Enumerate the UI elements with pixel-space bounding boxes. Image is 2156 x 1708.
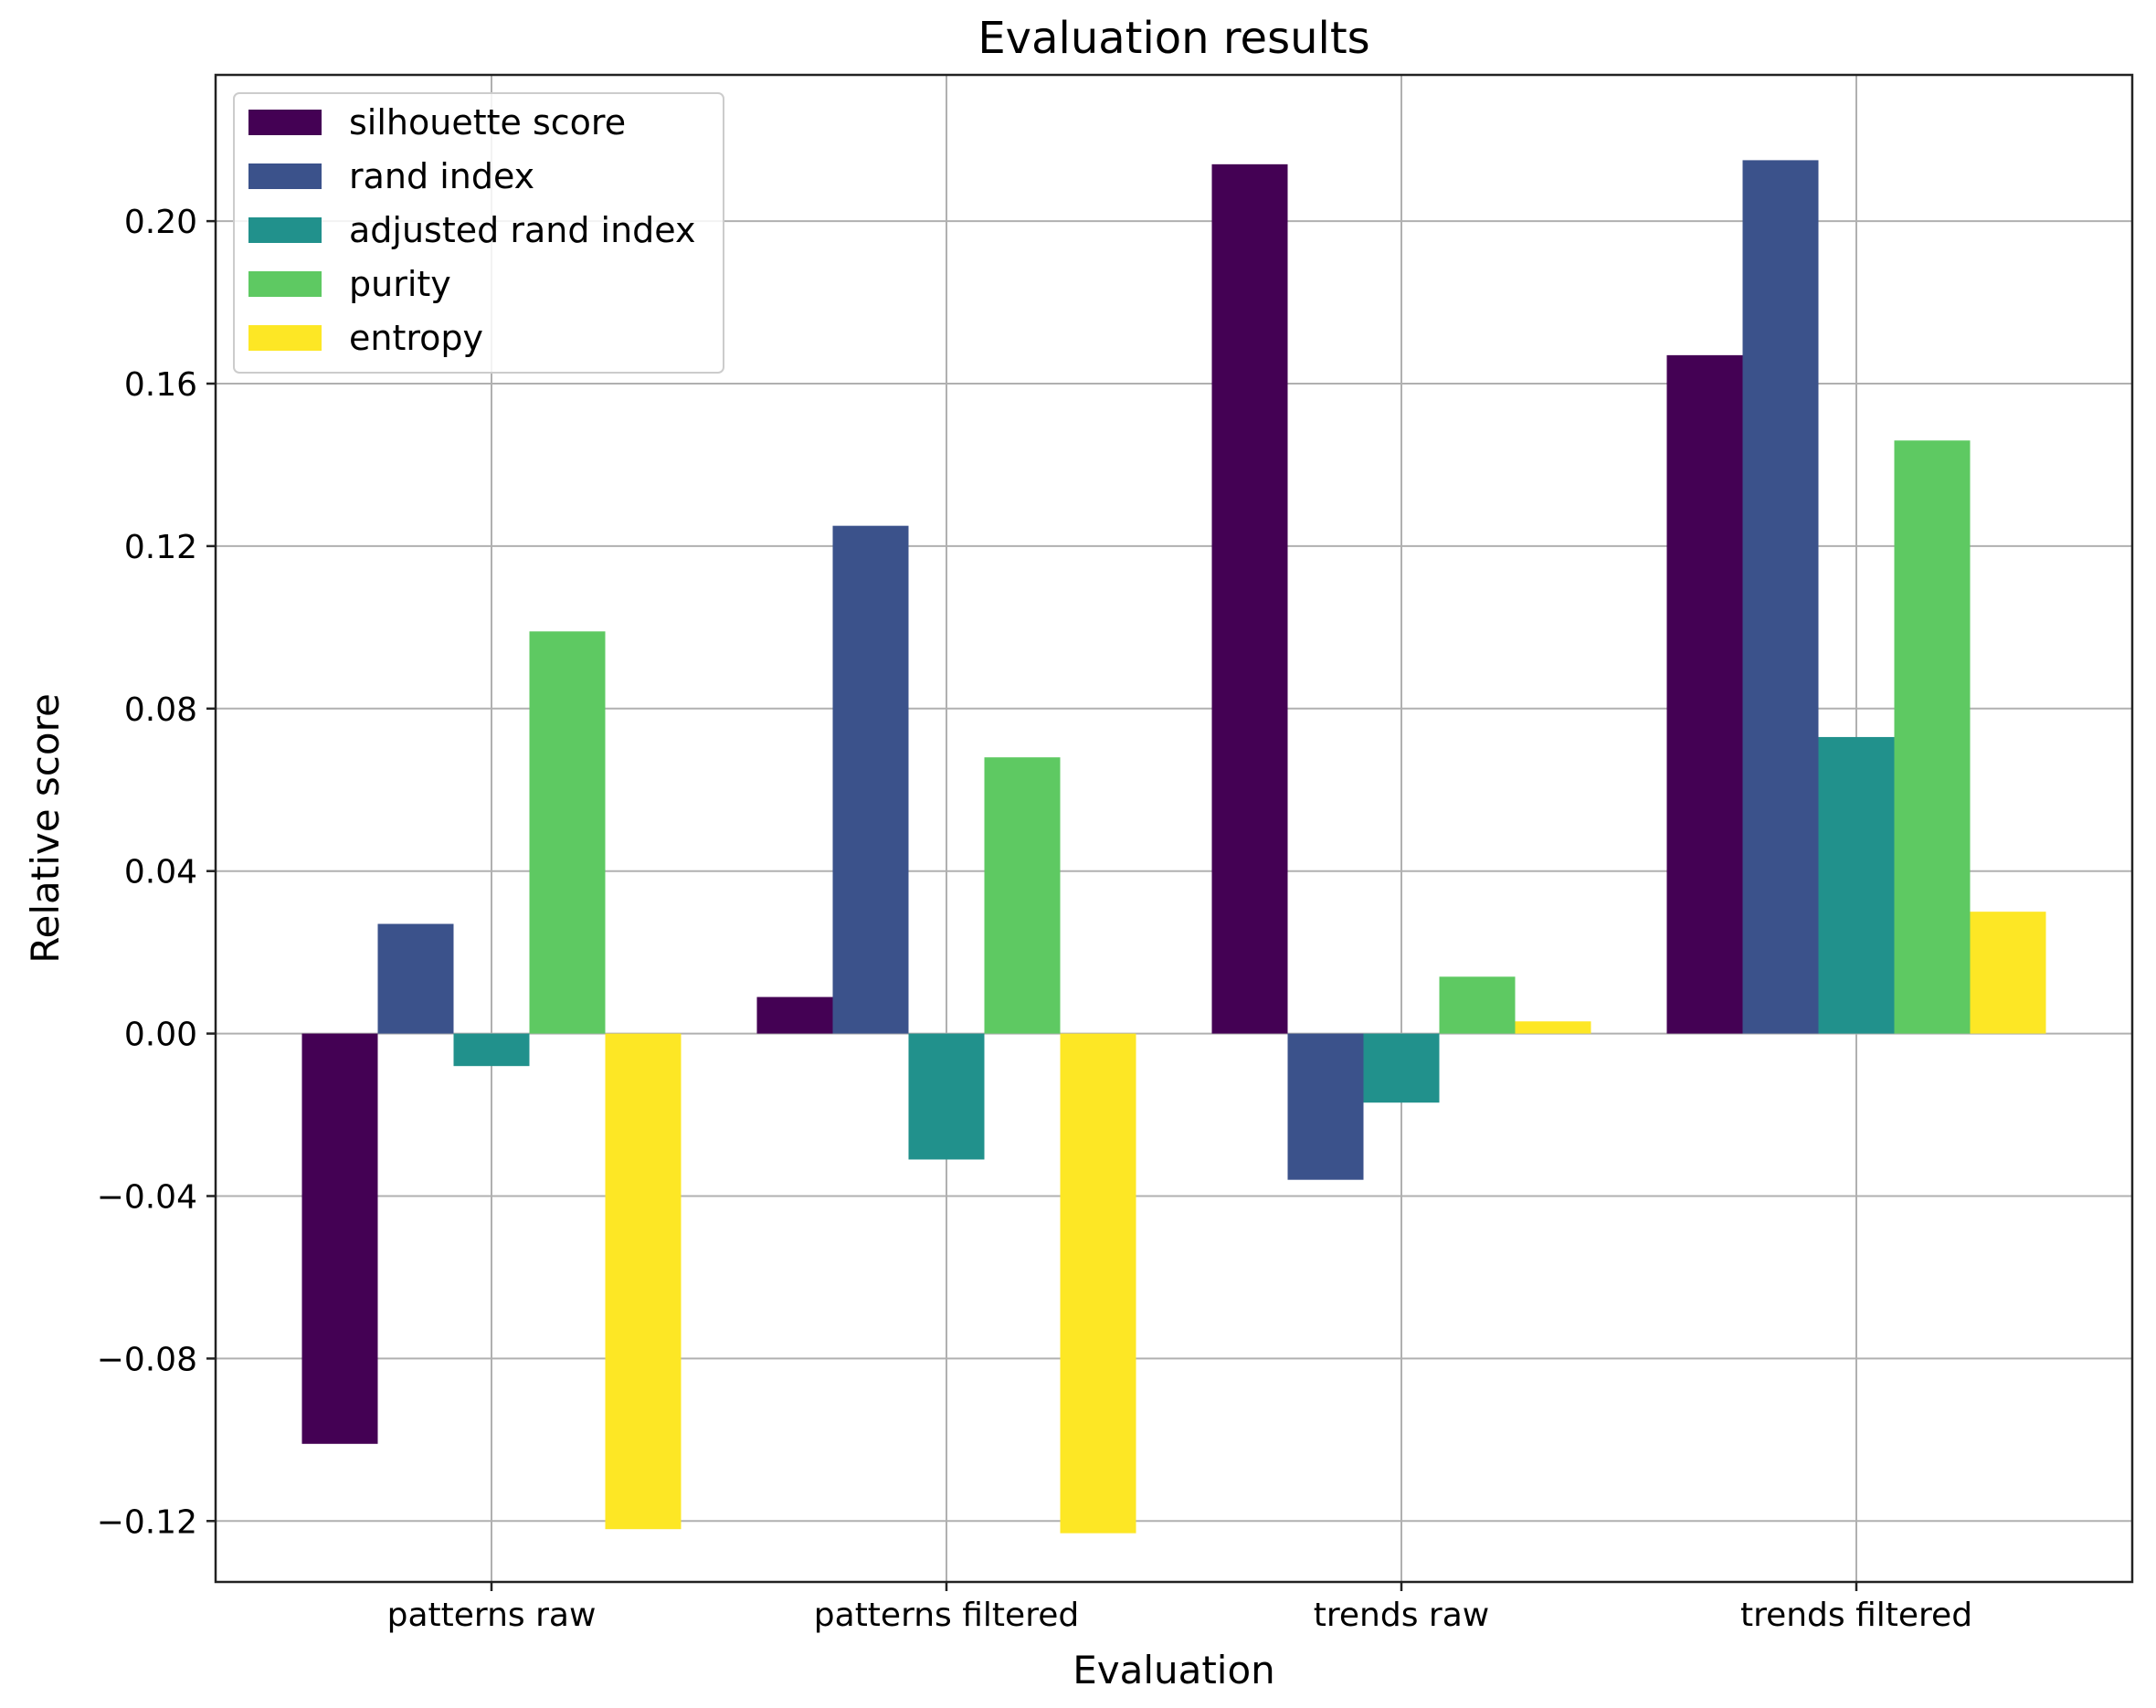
bar [832, 525, 909, 1034]
bar [1894, 440, 1971, 1034]
x-tick-label: trends filtered [1740, 1597, 1972, 1634]
y-tick-label: −0.08 [97, 1341, 197, 1378]
x-tick-label: trends raw [1314, 1597, 1489, 1634]
bar [756, 996, 833, 1034]
legend-label: rand index [349, 156, 534, 196]
legend-label: purity [349, 264, 451, 304]
legend: silhouette score rand index adjusted rand … [233, 92, 724, 374]
x-axis-label: Evaluation [1073, 1648, 1275, 1692]
legend-label: silhouette score [349, 102, 626, 142]
bar [1515, 1021, 1591, 1034]
bar [1363, 1033, 1440, 1103]
legend-swatch [248, 217, 322, 243]
legend-swatch [248, 325, 322, 351]
bar [1818, 736, 1895, 1034]
bars [301, 160, 2046, 1534]
legend-label: entropy [349, 318, 483, 358]
y-tick-label: 0.20 [124, 204, 197, 241]
y-tick-label: −0.04 [97, 1178, 197, 1216]
bar [377, 923, 454, 1034]
bar [1211, 163, 1288, 1034]
bar [453, 1033, 530, 1067]
axis-ticks: −0.12 −0.08 −0.04 0.00 0.04 0.08 0.12 0.16 0.20 p… [97, 204, 1972, 1634]
bar [1287, 1033, 1364, 1180]
x-tick-label: patterns raw [387, 1597, 597, 1634]
bar [984, 757, 1061, 1034]
legend-box [233, 92, 724, 374]
plot-frame [214, 73, 2134, 1584]
y-tick-label: 0.16 [124, 366, 197, 404]
x-tick-label: patterns filtered [814, 1597, 1079, 1634]
y-axis-label: Relative score [23, 693, 68, 964]
legend-label: adjusted rand index [349, 210, 695, 250]
bar [1742, 160, 1819, 1034]
legend-swatch [248, 110, 322, 135]
bar [301, 1033, 378, 1444]
y-tick-label: 0.04 [124, 854, 197, 891]
bar [1439, 976, 1516, 1034]
bar [1060, 1033, 1136, 1534]
bar [605, 1033, 682, 1530]
chart-title: Evaluation results [978, 13, 1369, 64]
bar [1970, 912, 2046, 1034]
y-tick-label: 0.00 [124, 1017, 197, 1054]
y-tick-label: 0.08 [124, 691, 197, 729]
y-tick-label: −0.12 [97, 1503, 197, 1541]
y-tick-label: 0.12 [124, 529, 197, 566]
bar [529, 631, 606, 1034]
bar [908, 1033, 985, 1160]
bar [1666, 354, 1743, 1034]
legend-swatch [248, 271, 322, 297]
legend-swatch [248, 163, 322, 189]
